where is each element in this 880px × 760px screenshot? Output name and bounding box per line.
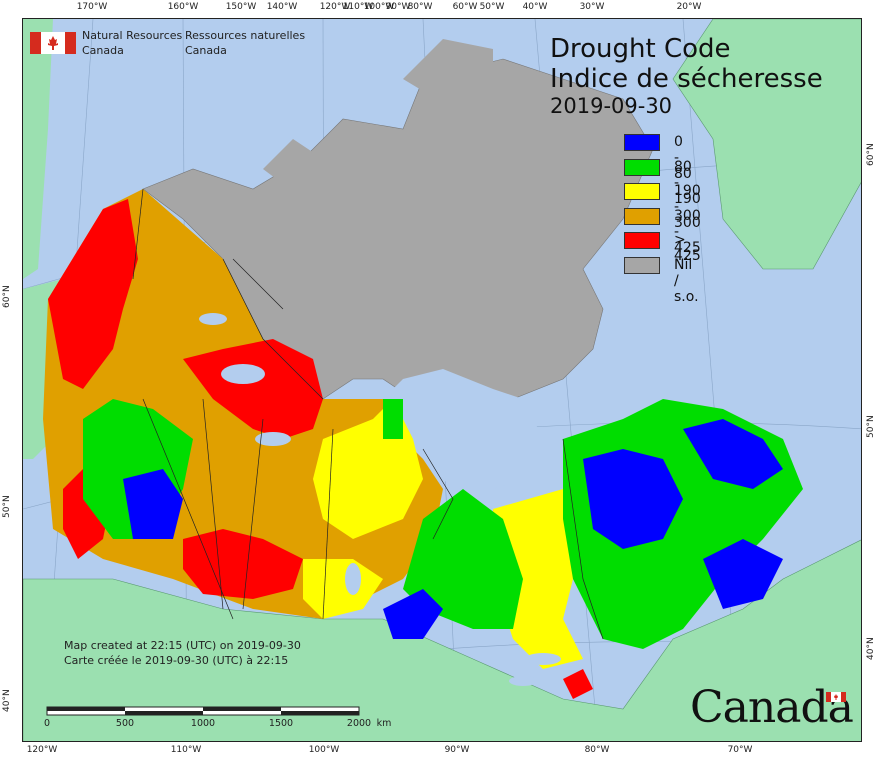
graticule-left-label: 50°N xyxy=(2,495,12,518)
graticule-top-label: 30°W xyxy=(579,2,605,12)
nil-island-north xyxy=(403,39,493,109)
graticule-top-label: 170°W xyxy=(76,2,108,12)
drought-zone-gt425-south xyxy=(183,529,303,599)
graticule-top-label: 60°W xyxy=(452,2,478,12)
graticule-top-label: 80°W xyxy=(407,2,433,12)
map-canvas xyxy=(23,19,861,741)
credit-en: Map created at 22:15 (UTC) on 2019-09-30 xyxy=(64,639,301,652)
legend-label: 190 - 300 xyxy=(674,183,701,231)
legend-label: 80 - 190 xyxy=(674,158,701,207)
legend-swatch xyxy=(624,134,660,151)
agency-fr-line1: Ressources naturelles xyxy=(185,29,306,42)
wordmark-flag-icon xyxy=(826,692,846,702)
graticule-right-label: 40°N xyxy=(866,637,876,660)
graticule-left-label: 60°N xyxy=(2,285,12,308)
map-panel xyxy=(22,18,862,742)
legend-swatch xyxy=(624,183,660,200)
title-fr: Indice de sécheresse xyxy=(550,64,823,94)
greenland-shape xyxy=(672,19,861,270)
agency-en-line2: Canada xyxy=(82,44,124,57)
map-title: Drought Code Indice de sécheresse xyxy=(550,34,823,94)
agency-fr-line2: Canada xyxy=(185,44,227,57)
graticule-left-label: 40°N xyxy=(2,689,12,712)
agency-name-en: Natural Resources Canada xyxy=(82,28,182,58)
nil-island-west xyxy=(263,139,323,199)
scale-label: 1500 xyxy=(268,718,294,729)
graticule-top-label: 120°W xyxy=(319,2,351,12)
graticule-top-label: 90°W xyxy=(385,2,411,12)
graticule-bottom-label: 70°W xyxy=(727,745,753,755)
legend-label: 0 - 80 xyxy=(674,134,692,182)
drought-zone-80-190-ontario-west xyxy=(403,489,523,629)
graticule-bottom-label: 100°W xyxy=(308,745,340,755)
legend-label: 300 - 425 xyxy=(674,207,701,256)
drought-zone-190-300-south xyxy=(303,559,383,619)
legend-swatch xyxy=(624,207,660,225)
graticule-right-label: 60°N xyxy=(866,143,876,166)
scale-bar-graphic xyxy=(46,706,360,716)
graticule-top-label: 150°W xyxy=(225,2,257,12)
drought-zone-0-80-quebec-north xyxy=(583,449,683,549)
graticule-top-label: 50°W xyxy=(479,2,505,12)
scale-bar: 0 500 1000 1500 2000 km xyxy=(44,705,391,729)
drought-zone-gt425-ontario-south xyxy=(563,669,593,699)
scale-label: 1000 xyxy=(190,718,216,729)
agency-name-fr: Ressources naturelles Canada xyxy=(185,28,305,58)
alaska-west-shape xyxy=(23,19,53,279)
drought-zone-gt425-northwest xyxy=(48,199,138,389)
graticule-top-label: 110°W xyxy=(342,2,374,12)
drought-zone-0-80-rockies xyxy=(123,469,183,539)
drought-zone-0-80-ontario xyxy=(383,589,443,639)
canada-flag-icon xyxy=(30,32,76,54)
agency-en-line1: Natural Resources xyxy=(82,29,183,42)
usa-shape xyxy=(23,539,861,741)
graticule-right-label: 50°N xyxy=(866,415,876,438)
graticule-bottom-label: 80°W xyxy=(584,745,610,755)
drought-zone-0-80-labrador xyxy=(683,419,783,489)
hudson-bay xyxy=(383,369,543,499)
legend-label: Nil / s.o. xyxy=(674,256,699,305)
graticule-bottom-label: 120°W xyxy=(26,745,58,755)
scale-unit: km xyxy=(376,718,392,729)
credit-fr: Carte créée le 2019-09-30 (UTC) à 22:15 xyxy=(64,654,289,667)
graticule-top-label: 40°W xyxy=(522,2,548,12)
map-credit: Map created at 22:15 (UTC) on 2019-09-30… xyxy=(64,638,301,668)
canada-wordmark: Canada xyxy=(690,682,854,733)
legend-label: > 425 xyxy=(674,232,701,264)
graticule-top-label: 100°W xyxy=(363,2,395,12)
graticule-top-label: 20°W xyxy=(676,2,702,12)
scale-label: 500 xyxy=(115,718,135,729)
graticule-bottom-label: 110°W xyxy=(170,745,202,755)
map-date: 2019-09-30 xyxy=(550,94,673,118)
scale-label: 0 xyxy=(43,718,51,729)
graticule-top-label: 140°W xyxy=(266,2,298,12)
legend-swatch xyxy=(624,232,660,249)
legend-swatch xyxy=(624,158,660,176)
drought-zone-0-80-maritime xyxy=(703,539,783,609)
graticule-bottom-label: 90°W xyxy=(444,745,470,755)
drought-zone-190-300-ontario xyxy=(493,489,583,669)
graticule-top-label: 160°W xyxy=(167,2,199,12)
drought-zone-80-190-hudson-west xyxy=(383,399,403,439)
province-boundaries xyxy=(132,188,604,640)
title-en: Drought Code xyxy=(550,34,731,64)
scale-label: 2000 xyxy=(346,718,372,729)
legend-swatch xyxy=(624,256,660,274)
